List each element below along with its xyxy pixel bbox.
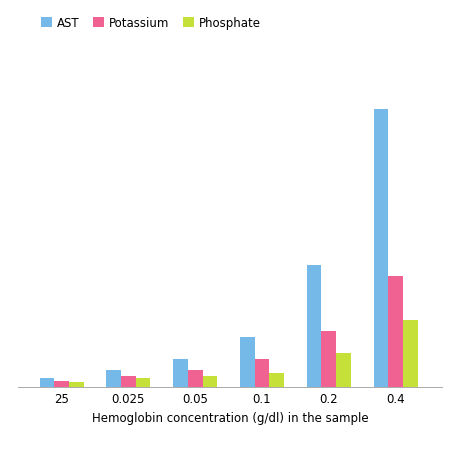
Bar [54, 381, 69, 387]
Bar [69, 382, 84, 387]
Bar [269, 373, 283, 387]
Bar [40, 379, 54, 387]
Legend: AST, Potassium, Phosphate: AST, Potassium, Phosphate [41, 17, 260, 30]
Bar [306, 265, 321, 387]
Bar [373, 110, 387, 387]
Bar [173, 359, 187, 387]
Bar [202, 376, 217, 387]
Bar [121, 376, 136, 387]
Bar [387, 276, 402, 387]
Bar [106, 370, 121, 387]
Bar [136, 379, 150, 387]
Bar [321, 331, 335, 387]
Bar [239, 337, 254, 387]
Bar [254, 359, 269, 387]
Bar [187, 370, 202, 387]
X-axis label: Hemoglobin concentration (g/dl) in the sample: Hemoglobin concentration (g/dl) in the s… [92, 411, 368, 424]
Bar [402, 320, 417, 387]
Bar [335, 354, 350, 387]
